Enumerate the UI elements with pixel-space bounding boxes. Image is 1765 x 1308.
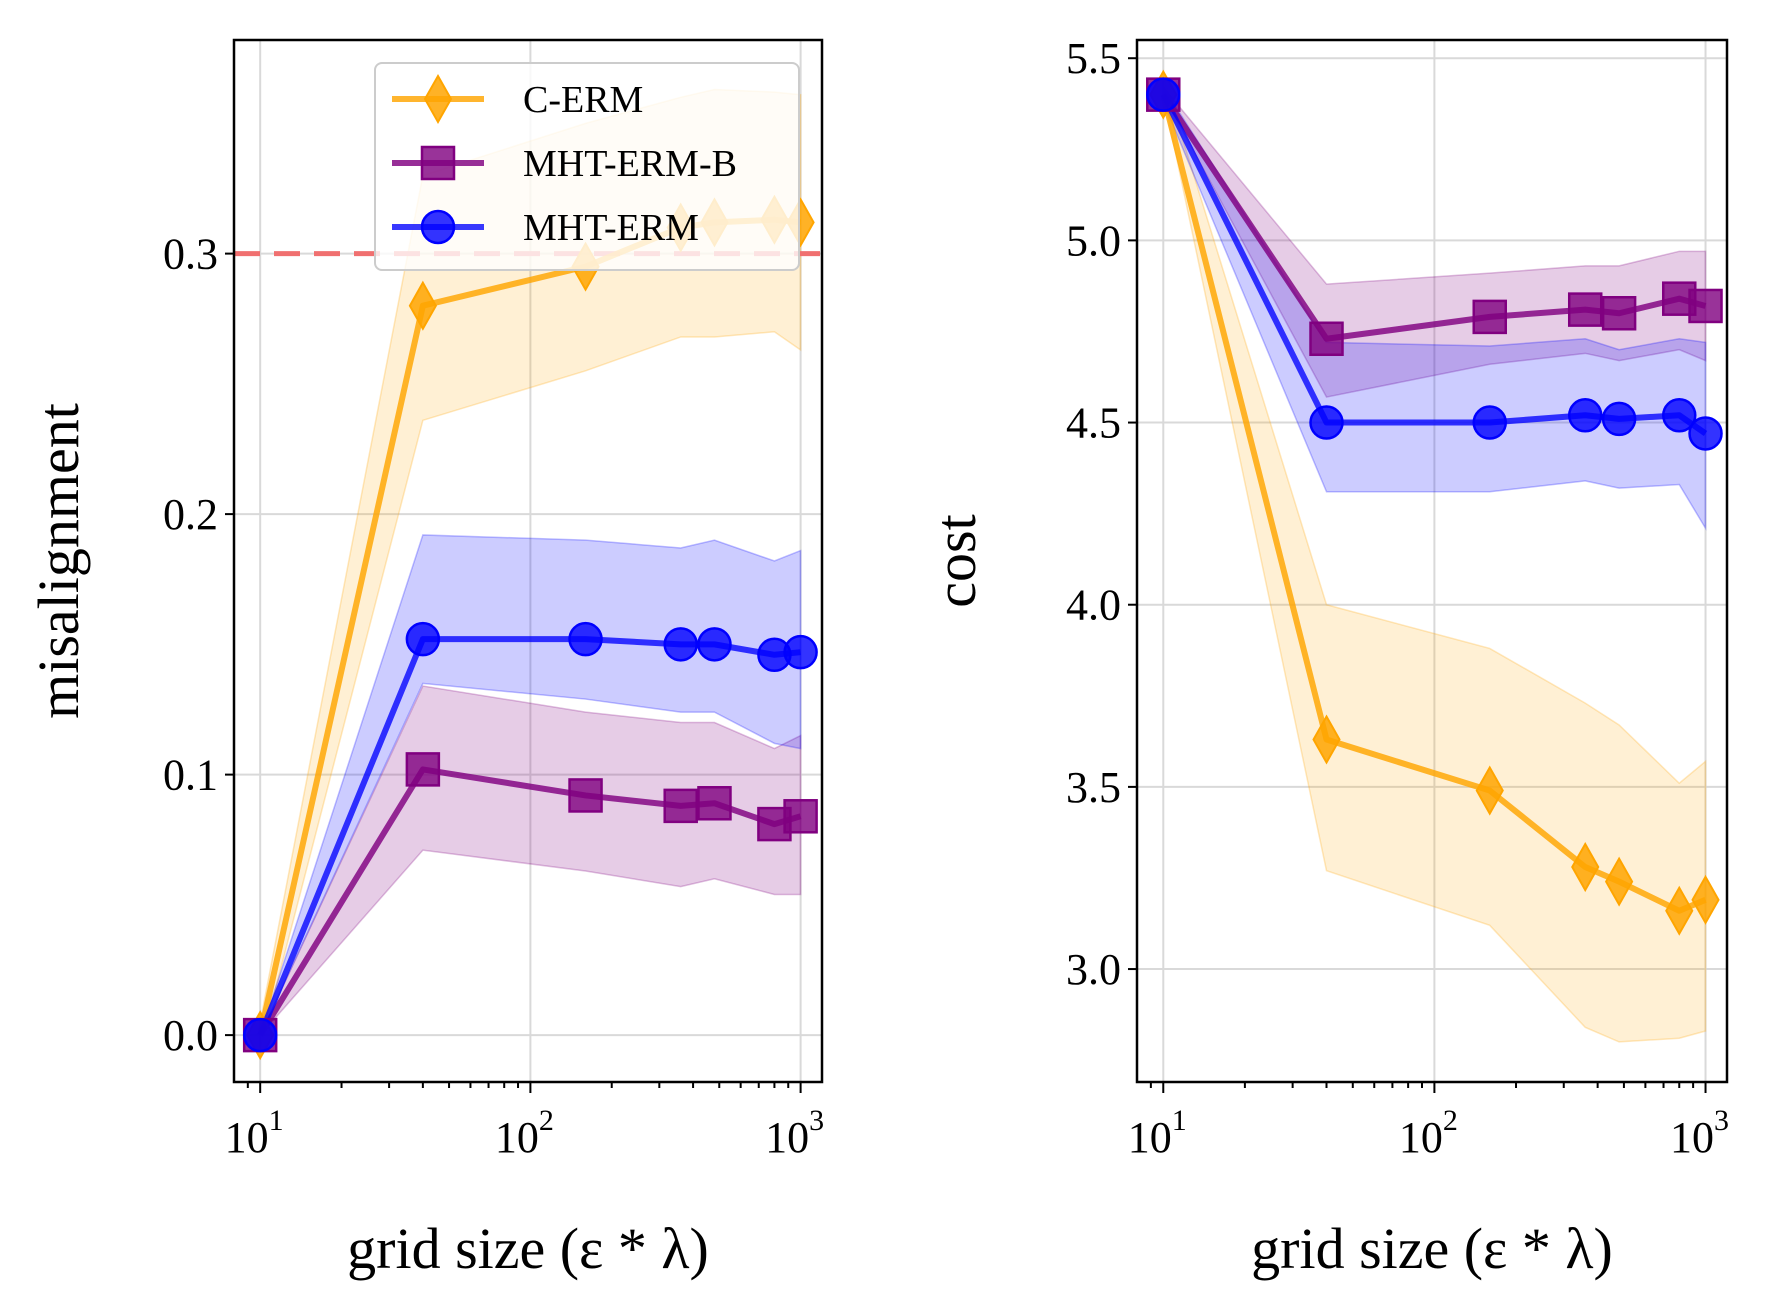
cost-mht_erm-point: MHT-ERM: 4.52 xyxy=(1567,398,1603,433)
misalignment-y-tick-label: 0.2 xyxy=(163,490,218,539)
misalignment-y-tick-label: 0.3 xyxy=(163,230,218,279)
misalignment-x-tick-label: 102 xyxy=(495,1104,554,1162)
cost-c_erm-band xyxy=(1162,76,1707,1043)
cost-c_erm-point: C-ERM: 3.19 xyxy=(1691,874,1720,925)
cost-grid xyxy=(1137,40,1727,1082)
misalignment-x-axis-title: grid size (ε * λ) xyxy=(347,1216,709,1281)
cost-mht_erm-point: MHT-ERM: 5.4 xyxy=(1146,77,1181,112)
misalignment-mht_erm_b-point: MHT-ERM-B: 0.102 xyxy=(405,752,441,787)
cost-y-tick-label: 4.0 xyxy=(1066,581,1121,630)
misalignment-mht_erm_b-point: MHT-ERM-B: 0.089 xyxy=(697,786,732,821)
cost-c_erm-point: C-ERM: 3.63 xyxy=(1312,714,1341,765)
legend-c_erm-label: C-ERM xyxy=(523,79,643,121)
cost-y-tick-label: 3.5 xyxy=(1066,763,1121,812)
cost-c_erm-point: C-ERM: 3.49 xyxy=(1475,765,1504,816)
cost-x-tick-label: 101 xyxy=(1128,1104,1187,1162)
cost-mht_erm-point: MHT-ERM: 4.52 xyxy=(1662,398,1697,433)
cost-mht_erm-point: MHT-ERM: 4.47 xyxy=(1688,416,1723,451)
misalignment-mht_erm_b-point: MHT-ERM-B: 0.084 xyxy=(783,799,818,834)
cost-y-tick-label: 4.5 xyxy=(1066,399,1121,448)
misalignment-mht_erm-point: MHT-ERM: 0.15 xyxy=(663,627,698,662)
misalignment-mht_erm-point: MHT-ERM: 0.147 xyxy=(783,634,818,670)
cost-x-tick-label: 102 xyxy=(1399,1104,1458,1162)
misalignment-y-tick-label: 0.1 xyxy=(163,751,218,800)
misalignment-y-axis-title: misalignment xyxy=(26,403,91,719)
cost-mht_erm_b-point: MHT-ERM-B: 4.73 xyxy=(1309,321,1344,357)
cost-c_erm-point: C-ERM: 3.24 xyxy=(1604,856,1634,907)
misalignment-axes-frame xyxy=(232,38,824,1084)
misalignment-mht_erm-point: MHT-ERM: 0.152 xyxy=(405,621,441,657)
cost-x-tick-label: 103 xyxy=(1670,1104,1729,1162)
legend-mht_erm_b-marker: MHT-ERM-B xyxy=(420,145,456,181)
cost-panel: C-ERM: 5.4C-ERM: 3.63C-ERM: 3.49C-ERM: 3… xyxy=(923,34,1729,1281)
misalignment-legend: C-ERM C-ERM MHT-ERM-B MHT-ERM-B MHT-ERM MHT-E… xyxy=(374,62,800,271)
cost-y-axis-title: cost xyxy=(923,514,988,607)
misalignment-mht_erm-point: MHT-ERM: 0.152 xyxy=(568,621,603,657)
cost-y-tick-label: 5.5 xyxy=(1066,34,1121,83)
cost-mht_erm-point: MHT-ERM: 4.5 xyxy=(1472,405,1507,440)
cost-mht_erm_b-point: MHT-ERM-B: 4.79 xyxy=(1472,299,1507,335)
legend-c_erm-marker: C-ERM xyxy=(423,73,453,125)
misalignment-mht_erm_b-point: MHT-ERM-B: 0.088 xyxy=(663,788,698,824)
cost-y-tick-label: 3.0 xyxy=(1066,945,1121,994)
cost-mht_erm_b-point: MHT-ERM-B: 4.82 xyxy=(1688,288,1723,324)
legend-mht_erm_b-label: MHT-ERM-B xyxy=(523,143,737,185)
misalignment-mht_erm-point: MHT-ERM: 0.15 xyxy=(697,627,732,662)
cost-c_erm-point: C-ERM: 3.28 xyxy=(1571,842,1600,893)
cost-c_erm-point: C-ERM: 3.16 xyxy=(1665,885,1694,936)
cost-mht_erm-point: MHT-ERM: 4.5 xyxy=(1309,405,1344,440)
misalignment-y-tick-label: 0.0 xyxy=(163,1011,218,1060)
cost-mht_erm_b-point: MHT-ERM-B: 4.81 xyxy=(1567,292,1603,327)
cost-mht_erm-point: MHT-ERM: 4.51 xyxy=(1601,401,1637,437)
cost-y-tick-label: 5.0 xyxy=(1066,216,1121,265)
misalignment-x-tick-label: 101 xyxy=(225,1104,284,1162)
cost-mht_erm_b-point: MHT-ERM-B: 4.8 xyxy=(1601,296,1637,331)
cost-axes-frame xyxy=(1135,38,1729,1084)
misalignment-x-tick-label: 103 xyxy=(765,1104,824,1162)
misalignment-legend-box xyxy=(374,62,800,271)
misalignment-mht_erm_b-point: MHT-ERM-B: 0.092 xyxy=(568,778,603,813)
misalignment-mht_erm-point: MHT-ERM: 0 xyxy=(242,1017,278,1053)
misalignment-c_erm-point: C-ERM: 0.28 xyxy=(408,280,438,331)
legend-mht_erm-marker: MHT-ERM xyxy=(420,209,456,245)
misalignment-panel: C-ERM: 0C-ERM: 0.28C-ERM: 0.295C-ERM: 0.… xyxy=(26,38,824,1281)
legend-mht_erm-label: MHT-ERM xyxy=(523,207,699,249)
cost-x-axis-title: grid size (ε * λ) xyxy=(1251,1216,1613,1281)
